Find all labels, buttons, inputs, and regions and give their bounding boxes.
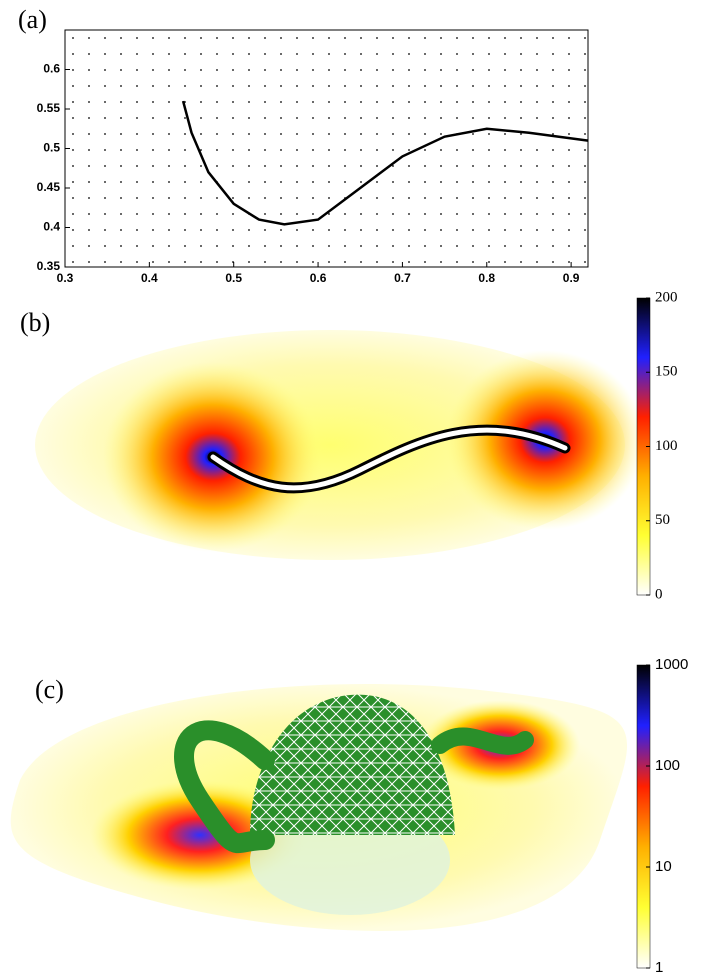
colorbar-tick-label: 10 — [655, 858, 672, 875]
colorbar-tick-label: 200 — [655, 289, 678, 305]
panel-label: (c) — [35, 675, 64, 704]
x-tick-label: 0.4 — [141, 271, 158, 285]
x-tick-label: 0.7 — [394, 271, 411, 285]
y-tick-label: 0.35 — [37, 259, 61, 273]
x-tick-label: 0.8 — [478, 271, 495, 285]
panel-label: (b) — [20, 308, 50, 337]
vector-field — [65, 30, 588, 267]
x-tick-label: 0.5 — [225, 271, 242, 285]
heatmap-field — [35, 330, 645, 560]
colorbar-tick-label: 100 — [655, 438, 678, 454]
y-tick-label: 0.6 — [43, 62, 60, 76]
colorbar-tick-label: 150 — [655, 364, 678, 380]
colorbar-tick-label: 100 — [655, 757, 680, 774]
y-tick-label: 0.4 — [43, 220, 60, 234]
colorbar-tick-label: 50 — [655, 512, 670, 528]
render-3d — [10, 684, 628, 931]
y-tick-label: 0.45 — [37, 180, 61, 194]
colorbar-tick-label: 1 — [655, 959, 663, 976]
x-tick-label: 0.6 — [310, 271, 327, 285]
panel-b: (b) 0 50 100 150 200 — [20, 289, 678, 602]
x-tick-label: 0.3 — [57, 271, 74, 285]
curve — [181, 100, 589, 226]
panel-a: (a) 0.3 0.4 0.5 0.6 0.7 0.8 0.9 0.35 0.4 0.45 0.5 0.… — [18, 5, 589, 285]
panel-label: (a) — [18, 5, 47, 34]
y-tick-label: 0.5 — [43, 141, 60, 155]
colorbar — [636, 664, 651, 969]
y-tick-label: 0.55 — [37, 101, 61, 115]
colorbar-tick-label: 1000 — [655, 656, 688, 673]
panel-c: (c) 1 10 100 1000 — [35, 656, 688, 976]
x-tick-label: 0.9 — [563, 271, 580, 285]
colorbar-tick-label: 0 — [655, 586, 663, 602]
